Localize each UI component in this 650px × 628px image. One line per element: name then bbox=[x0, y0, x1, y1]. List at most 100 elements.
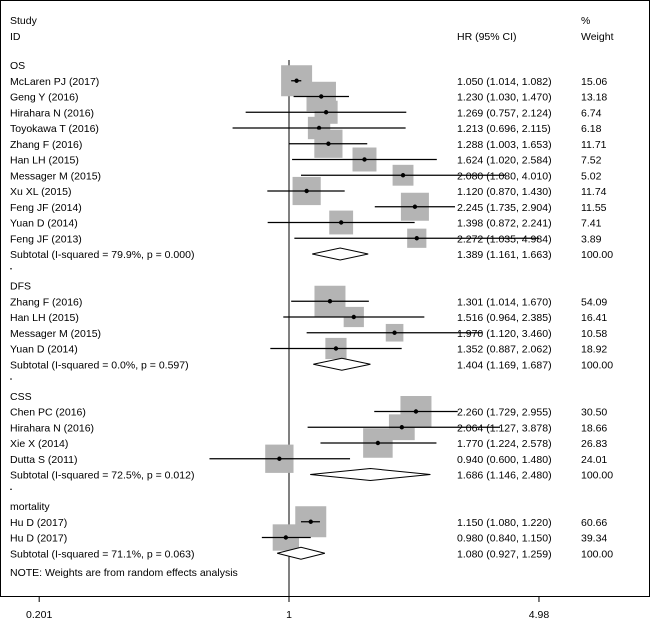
header-study: Study bbox=[10, 15, 38, 27]
weight-text: 13.18 bbox=[581, 92, 607, 104]
x-axis: 0.201 1 4.98 bbox=[26, 596, 549, 621]
footnote: NOTE: Weights are from random effects an… bbox=[10, 567, 238, 579]
hr-ci-text: 0.980 (0.840, 1.150) bbox=[457, 533, 552, 545]
point-estimate bbox=[326, 141, 331, 146]
hr-ci-text: 1.624 (1.020, 2.584) bbox=[457, 155, 552, 167]
point-estimate bbox=[283, 535, 289, 540]
subtotal-diamond bbox=[312, 247, 369, 261]
subtotal-diamond bbox=[277, 546, 325, 560]
subtotal-label: Subtotal (I-squared = 72.5%, p = 0.012) bbox=[10, 470, 194, 482]
weight-text: 60.66 bbox=[581, 517, 607, 529]
weight-text: 3.89 bbox=[581, 233, 602, 245]
study-label: Hu D (2017) bbox=[10, 517, 67, 529]
subtotal-weight-text: 100.00 bbox=[581, 359, 613, 371]
hr-ci-text: 1.301 (1.014, 1.670) bbox=[457, 296, 552, 308]
study-label: Hirahara N (2016) bbox=[10, 422, 94, 434]
hr-ci-text: 2.272 (1.035, 4.984) bbox=[457, 233, 552, 245]
study-label: Toyokawa T (2016) bbox=[10, 123, 99, 135]
hr-ci-text: 2.080 (1.080, 4.010) bbox=[457, 170, 552, 182]
weight-text: 10.58 bbox=[581, 328, 607, 340]
point-estimate bbox=[316, 125, 322, 131]
group-spacer-dot bbox=[10, 267, 12, 270]
point-estimate bbox=[400, 173, 406, 178]
study-label: Yuan D (2014) bbox=[10, 344, 78, 356]
study-label: Xu XL (2015) bbox=[10, 186, 71, 198]
weight-text: 39.34 bbox=[581, 533, 607, 545]
study-label: Hirahara N (2016) bbox=[10, 107, 94, 119]
study-label: Chen PC (2016) bbox=[10, 407, 86, 419]
weight-text: 16.41 bbox=[581, 312, 607, 324]
hr-ci-text: 1.230 (1.030, 1.470) bbox=[457, 92, 552, 104]
hr-ci-text: 1.150 (1.080, 1.220) bbox=[457, 517, 552, 529]
hr-ci-text: 1.352 (0.887, 2.062) bbox=[457, 344, 552, 356]
hr-ci-text: 2.064 (1.127, 3.878) bbox=[457, 422, 552, 434]
point-estimate bbox=[351, 314, 356, 320]
study-label: Messager M (2015) bbox=[10, 328, 101, 340]
group-spacer-dot bbox=[10, 378, 12, 380]
point-estimate bbox=[277, 456, 282, 461]
study-label: Geng Y (2016) bbox=[10, 92, 79, 104]
hr-ci-text: 1.970 (1.120, 3.460) bbox=[457, 328, 552, 340]
study-label: Zhang F (2016) bbox=[10, 139, 82, 151]
point-estimate bbox=[362, 157, 367, 162]
weight-text: 6.18 bbox=[581, 123, 602, 135]
point-estimate bbox=[399, 425, 405, 430]
forest-rows: OS McLaren PJ (2017) 1.050 (1.014, 1.082) 1… bbox=[10, 60, 613, 596]
point-estimate bbox=[323, 110, 329, 115]
point-estimate bbox=[412, 204, 418, 209]
point-estimate bbox=[327, 299, 333, 304]
weight-text: 7.52 bbox=[581, 155, 602, 167]
group-label: DFS bbox=[10, 281, 31, 293]
point-estimate bbox=[319, 94, 324, 99]
subtotal-hr-ci-text: 1.389 (1.161, 1.663) bbox=[457, 249, 552, 261]
point-estimate bbox=[392, 330, 397, 335]
x-tick-label: 1 bbox=[286, 609, 292, 621]
study-label: Zhang F (2016) bbox=[10, 296, 82, 308]
study-label: Hu D (2017) bbox=[10, 533, 67, 545]
header-weight: Weight bbox=[581, 31, 614, 43]
header-id: ID bbox=[10, 31, 21, 43]
subtotal-hr-ci-text: 1.686 (1.146, 2.480) bbox=[457, 470, 552, 482]
group-spacer-dot bbox=[10, 488, 12, 491]
x-tick-label: 4.98 bbox=[529, 609, 550, 621]
hr-ci-text: 1.120 (0.870, 1.430) bbox=[457, 186, 552, 198]
weight-text: 7.41 bbox=[581, 218, 602, 230]
subtotal-label: Subtotal (I-squared = 0.0%, p = 0.597) bbox=[10, 359, 189, 371]
hr-ci-text: 1.213 (0.696, 2.115) bbox=[457, 123, 551, 135]
hr-ci-text: 1.398 (0.872, 2.241) bbox=[457, 218, 552, 230]
study-label: Han LH (2015) bbox=[10, 312, 79, 324]
header-hr: HR (95% CI) bbox=[457, 31, 517, 43]
point-estimate bbox=[375, 440, 381, 446]
weight-text: 11.71 bbox=[581, 139, 607, 151]
group-label: mortality bbox=[10, 501, 50, 513]
hr-ci-text: 2.260 (1.729, 2.955) bbox=[457, 407, 552, 419]
subtotal-diamond bbox=[313, 357, 371, 371]
study-label: Messager M (2015) bbox=[10, 170, 101, 182]
weight-text: 26.83 bbox=[581, 438, 607, 450]
subtotal-weight-text: 100.00 bbox=[581, 470, 613, 482]
hr-ci-text: 1.288 (1.003, 1.653) bbox=[457, 139, 552, 151]
hr-ci-text: 1.269 (0.757, 2.124) bbox=[457, 107, 552, 119]
header-weight-symbol: % bbox=[581, 15, 590, 27]
weight-text: 18.66 bbox=[581, 422, 607, 434]
study-label: Han LH (2015) bbox=[10, 155, 79, 167]
subtotal-label: Subtotal (I-squared = 71.1%, p = 0.063) bbox=[10, 548, 194, 560]
subtotal-hr-ci-text: 1.404 (1.169, 1.687) bbox=[457, 359, 552, 371]
hr-ci-text: 1.516 (0.964, 2.385) bbox=[457, 312, 552, 324]
weight-text: 5.02 bbox=[581, 170, 602, 182]
study-label: Xie X (2014) bbox=[10, 438, 68, 450]
subtotal-weight-text: 100.00 bbox=[581, 249, 613, 261]
subtotal-label: Subtotal (I-squared = 79.9%, p = 0.000) bbox=[10, 249, 194, 261]
point-estimate bbox=[304, 188, 309, 194]
study-label: McLaren PJ (2017) bbox=[10, 76, 99, 88]
weight-text: 18.92 bbox=[581, 344, 607, 356]
hr-ci-text: 1.050 (1.014, 1.082) bbox=[457, 76, 552, 88]
study-label: Yuan D (2014) bbox=[10, 218, 78, 230]
point-estimate bbox=[294, 78, 299, 83]
subtotal-weight-text: 100.00 bbox=[581, 548, 613, 560]
study-label: Feng JF (2013) bbox=[10, 233, 82, 245]
weight-text: 6.74 bbox=[581, 107, 602, 119]
weight-text: 24.01 bbox=[581, 454, 607, 466]
weight-text: 30.50 bbox=[581, 407, 607, 419]
